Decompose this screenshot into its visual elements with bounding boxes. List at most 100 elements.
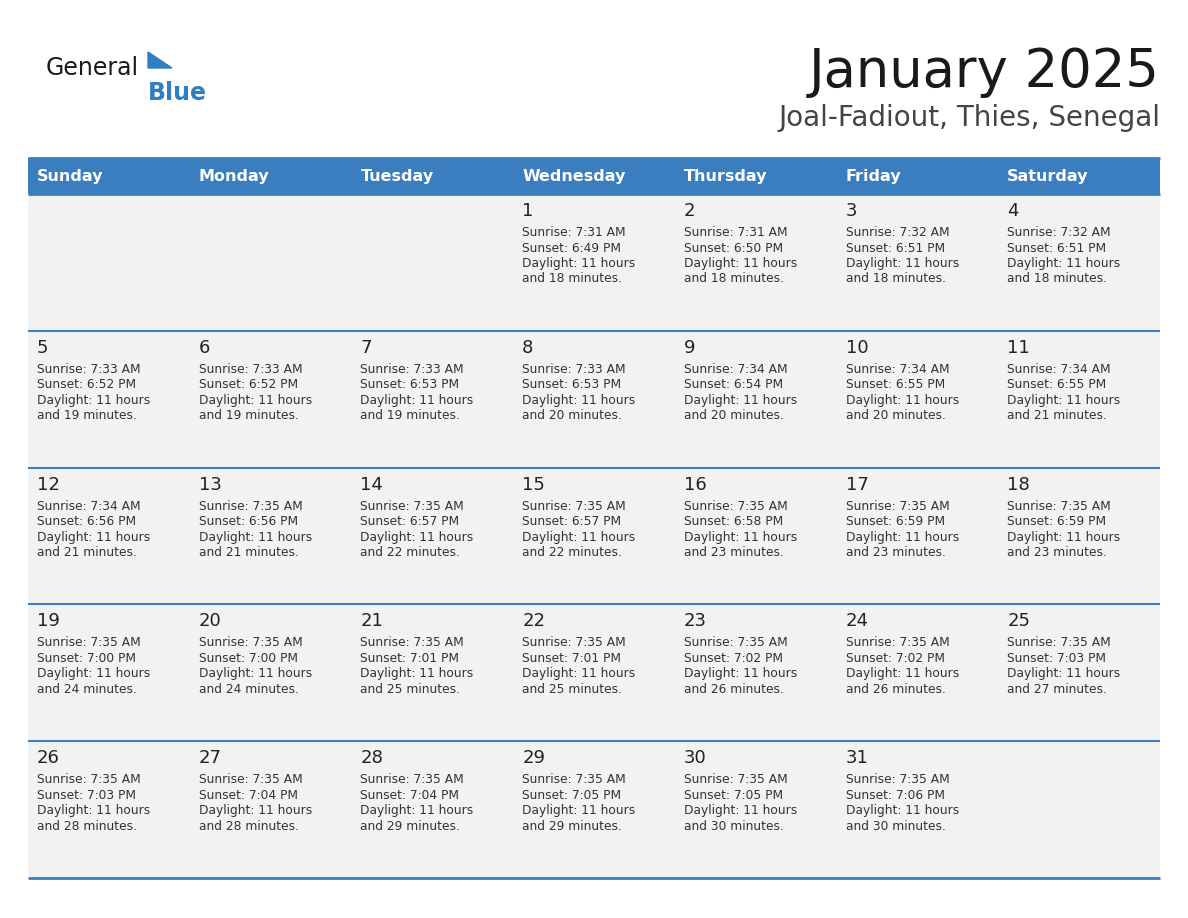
Text: 2: 2 [684, 202, 695, 220]
Text: Sunset: 6:53 PM: Sunset: 6:53 PM [523, 378, 621, 391]
Text: 10: 10 [846, 339, 868, 357]
Bar [29, 467, 190, 604]
Text: and 18 minutes.: and 18 minutes. [523, 273, 623, 285]
Text: Sunrise: 7:35 AM: Sunrise: 7:35 AM [1007, 499, 1111, 512]
Text: 1: 1 [523, 202, 533, 220]
Text: and 28 minutes.: and 28 minutes. [198, 820, 298, 833]
Text: and 24 minutes.: and 24 minutes. [37, 683, 137, 696]
Text: Sunset: 7:04 PM: Sunset: 7:04 PM [198, 789, 298, 801]
Text: Blue: Blue [148, 81, 207, 105]
Text: 21: 21 [360, 612, 384, 631]
Text: 28: 28 [360, 749, 384, 767]
Bar [513, 330, 675, 467]
Text: and 30 minutes.: and 30 minutes. [846, 820, 946, 833]
Text: Sunset: 6:58 PM: Sunset: 6:58 PM [684, 515, 783, 528]
Text: and 20 minutes.: and 20 minutes. [684, 409, 784, 422]
Text: Sunrise: 7:31 AM: Sunrise: 7:31 AM [523, 226, 626, 239]
Text: Daylight: 11 hours: Daylight: 11 hours [846, 804, 959, 817]
Text: Sunset: 6:52 PM: Sunset: 6:52 PM [198, 378, 298, 391]
Text: 5: 5 [37, 339, 49, 357]
Text: Sunset: 6:51 PM: Sunset: 6:51 PM [1007, 241, 1106, 254]
Text: Sunday: Sunday [37, 169, 103, 184]
Text: Sunrise: 7:35 AM: Sunrise: 7:35 AM [198, 636, 303, 649]
Text: Daylight: 11 hours: Daylight: 11 hours [846, 531, 959, 543]
Text: Sunrise: 7:33 AM: Sunrise: 7:33 AM [360, 363, 465, 375]
Text: Sunset: 7:06 PM: Sunset: 7:06 PM [846, 789, 944, 801]
Text: Sunrise: 7:35 AM: Sunrise: 7:35 AM [846, 773, 949, 786]
Text: Daylight: 11 hours: Daylight: 11 hours [360, 804, 474, 817]
Bar [998, 158, 1159, 194]
Text: Sunset: 6:49 PM: Sunset: 6:49 PM [523, 241, 621, 254]
Text: Daylight: 11 hours: Daylight: 11 hours [198, 804, 312, 817]
Bar [836, 467, 998, 604]
Text: Sunrise: 7:35 AM: Sunrise: 7:35 AM [198, 499, 303, 512]
Text: Daylight: 11 hours: Daylight: 11 hours [37, 531, 150, 543]
Bar [513, 194, 675, 330]
Text: and 29 minutes.: and 29 minutes. [360, 820, 460, 833]
Text: Sunset: 6:59 PM: Sunset: 6:59 PM [1007, 515, 1106, 528]
Text: Sunset: 6:59 PM: Sunset: 6:59 PM [846, 515, 944, 528]
Text: 24: 24 [846, 612, 868, 631]
Text: Sunset: 6:57 PM: Sunset: 6:57 PM [523, 515, 621, 528]
Text: Sunset: 7:05 PM: Sunset: 7:05 PM [684, 789, 783, 801]
Text: Sunrise: 7:35 AM: Sunrise: 7:35 AM [523, 499, 626, 512]
Text: 31: 31 [846, 749, 868, 767]
Text: and 25 minutes.: and 25 minutes. [360, 683, 461, 696]
Text: Sunrise: 7:35 AM: Sunrise: 7:35 AM [198, 773, 303, 786]
Text: and 29 minutes.: and 29 minutes. [523, 820, 623, 833]
Bar [352, 158, 513, 194]
Text: Sunrise: 7:35 AM: Sunrise: 7:35 AM [360, 773, 465, 786]
Bar [352, 741, 513, 878]
Text: Sunset: 7:02 PM: Sunset: 7:02 PM [846, 652, 944, 665]
Text: Wednesday: Wednesday [523, 169, 626, 184]
Text: and 24 minutes.: and 24 minutes. [198, 683, 298, 696]
Text: and 18 minutes.: and 18 minutes. [846, 273, 946, 285]
Text: 8: 8 [523, 339, 533, 357]
Text: Sunrise: 7:34 AM: Sunrise: 7:34 AM [37, 499, 140, 512]
Bar [836, 330, 998, 467]
Text: and 19 minutes.: and 19 minutes. [360, 409, 460, 422]
Text: and 21 minutes.: and 21 minutes. [1007, 409, 1107, 422]
Bar [352, 604, 513, 741]
Text: Daylight: 11 hours: Daylight: 11 hours [198, 394, 312, 407]
Text: Daylight: 11 hours: Daylight: 11 hours [1007, 394, 1120, 407]
Bar [675, 194, 836, 330]
Text: and 28 minutes.: and 28 minutes. [37, 820, 137, 833]
Text: General: General [46, 56, 139, 80]
Text: and 22 minutes.: and 22 minutes. [360, 546, 460, 559]
Text: 20: 20 [198, 612, 221, 631]
Bar [836, 741, 998, 878]
Text: 9: 9 [684, 339, 695, 357]
Text: Sunrise: 7:34 AM: Sunrise: 7:34 AM [1007, 363, 1111, 375]
Text: Sunrise: 7:35 AM: Sunrise: 7:35 AM [360, 636, 465, 649]
Text: Daylight: 11 hours: Daylight: 11 hours [684, 257, 797, 270]
Text: Sunrise: 7:35 AM: Sunrise: 7:35 AM [37, 773, 140, 786]
Bar [998, 330, 1159, 467]
Text: Sunset: 7:00 PM: Sunset: 7:00 PM [37, 652, 135, 665]
Text: Sunset: 6:54 PM: Sunset: 6:54 PM [684, 378, 783, 391]
Text: Sunset: 7:01 PM: Sunset: 7:01 PM [360, 652, 460, 665]
Text: Sunset: 6:56 PM: Sunset: 6:56 PM [198, 515, 298, 528]
Text: Daylight: 11 hours: Daylight: 11 hours [846, 257, 959, 270]
Polygon shape [148, 52, 172, 68]
Text: Saturday: Saturday [1007, 169, 1088, 184]
Text: 17: 17 [846, 476, 868, 494]
Text: and 27 minutes.: and 27 minutes. [1007, 683, 1107, 696]
Text: Sunrise: 7:35 AM: Sunrise: 7:35 AM [846, 636, 949, 649]
Text: Sunset: 7:02 PM: Sunset: 7:02 PM [684, 652, 783, 665]
Bar [836, 158, 998, 194]
Text: and 25 minutes.: and 25 minutes. [523, 683, 623, 696]
Text: Sunset: 6:55 PM: Sunset: 6:55 PM [1007, 378, 1106, 391]
Text: and 20 minutes.: and 20 minutes. [523, 409, 623, 422]
Bar [352, 330, 513, 467]
Bar [675, 467, 836, 604]
Text: Daylight: 11 hours: Daylight: 11 hours [360, 667, 474, 680]
Bar [513, 467, 675, 604]
Text: Sunrise: 7:35 AM: Sunrise: 7:35 AM [846, 499, 949, 512]
Text: Sunset: 6:50 PM: Sunset: 6:50 PM [684, 241, 783, 254]
Text: Sunset: 7:00 PM: Sunset: 7:00 PM [198, 652, 298, 665]
Text: Sunset: 7:01 PM: Sunset: 7:01 PM [523, 652, 621, 665]
Text: Sunset: 7:03 PM: Sunset: 7:03 PM [1007, 652, 1106, 665]
Text: Daylight: 11 hours: Daylight: 11 hours [523, 804, 636, 817]
Text: Sunrise: 7:33 AM: Sunrise: 7:33 AM [37, 363, 140, 375]
